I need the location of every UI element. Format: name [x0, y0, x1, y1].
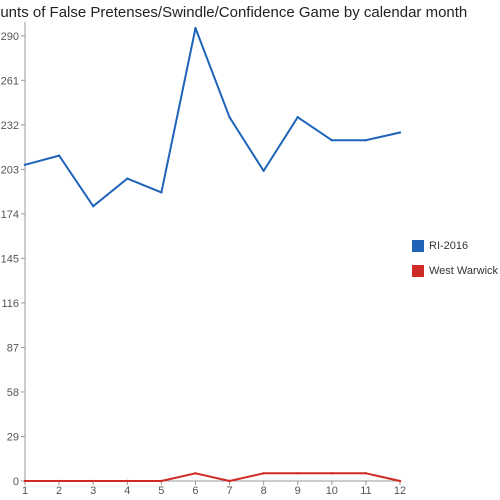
legend-item-west-warwick[interactable]: West Warwick — [412, 264, 498, 277]
x-tick-label: 3 — [90, 485, 96, 497]
x-tick-label: 5 — [158, 485, 164, 497]
data-point-west-warwick — [126, 479, 129, 483]
y-tick-label: 261 — [1, 75, 19, 87]
data-point-ri-2016 — [330, 139, 334, 142]
data-point-west-warwick — [23, 479, 27, 483]
legend-label-west-warwick: West Warwick — [429, 264, 499, 277]
data-point-ri-2016 — [262, 169, 265, 173]
x-tick-label: 6 — [192, 485, 198, 497]
data-point-west-warwick — [160, 479, 163, 483]
data-point-ri-2016 — [296, 115, 299, 119]
y-axis: 0 29 58 87 116 145 174 203 232 261 290 — [1, 22, 26, 488]
data-point-ri-2016 — [57, 154, 61, 157]
data-point-west-warwick — [330, 472, 334, 475]
data-point-west-warwick — [91, 479, 95, 483]
x-tick-label: 1 — [22, 485, 28, 497]
x-tick-label: 9 — [295, 485, 301, 497]
x-tick-label: 4 — [124, 485, 130, 497]
y-tick-label: 116 — [1, 298, 19, 310]
chart-title: ounts of False Pretenses/Swindle/Confide… — [0, 4, 468, 21]
data-point-ri-2016 — [126, 177, 129, 180]
x-tick-label: 8 — [261, 485, 267, 497]
data-point-ri-2016 — [398, 131, 402, 134]
y-tick-label: 0 — [13, 476, 19, 488]
data-point-ri-2016 — [91, 205, 95, 208]
data-point-ri-2016 — [364, 139, 368, 142]
x-axis: 1 2 3 4 5 6 7 8 9 10 11 12 — [22, 480, 406, 497]
x-tick-label: 12 — [394, 485, 406, 497]
data-point-west-warwick — [194, 472, 197, 475]
legend-item-ri-2016[interactable]: RI-2016 — [412, 239, 498, 252]
legend-label-ri-2016: RI-2016 — [429, 239, 469, 252]
x-tick-label: 7 — [226, 485, 232, 497]
data-point-west-warwick — [57, 479, 61, 483]
y-tick-label: 58 — [7, 387, 19, 399]
legend-swatch-west-warwick — [412, 264, 424, 277]
x-tick-label: 10 — [326, 485, 338, 497]
y-tick-label: 203 — [1, 164, 19, 176]
y-tick-label: 290 — [1, 31, 19, 43]
data-point-ri-2016 — [160, 191, 163, 194]
y-tick-label: 87 — [7, 342, 19, 354]
data-point-ri-2016 — [194, 26, 197, 30]
series-line-west-warwick — [25, 472, 401, 482]
y-tick-label: 174 — [1, 209, 19, 221]
data-point-west-warwick — [228, 479, 231, 483]
y-tick-label: 232 — [1, 120, 19, 132]
data-point-west-warwick — [364, 472, 368, 475]
x-tick-label: 11 — [360, 485, 371, 497]
series-layer — [23, 26, 402, 483]
y-tick-label: 29 — [7, 431, 19, 443]
x-tick-label: 2 — [56, 485, 62, 497]
data-point-ri-2016 — [228, 115, 231, 119]
data-point-west-warwick — [398, 479, 402, 483]
legend: RI-2016 West Warwick — [412, 239, 498, 289]
y-tick-label: 145 — [1, 253, 19, 265]
data-point-west-warwick — [296, 472, 299, 475]
data-point-ri-2016 — [23, 163, 27, 166]
data-point-west-warwick — [262, 472, 265, 475]
legend-swatch-ri-2016 — [412, 239, 424, 252]
series-line-ri-2016 — [24, 27, 401, 208]
